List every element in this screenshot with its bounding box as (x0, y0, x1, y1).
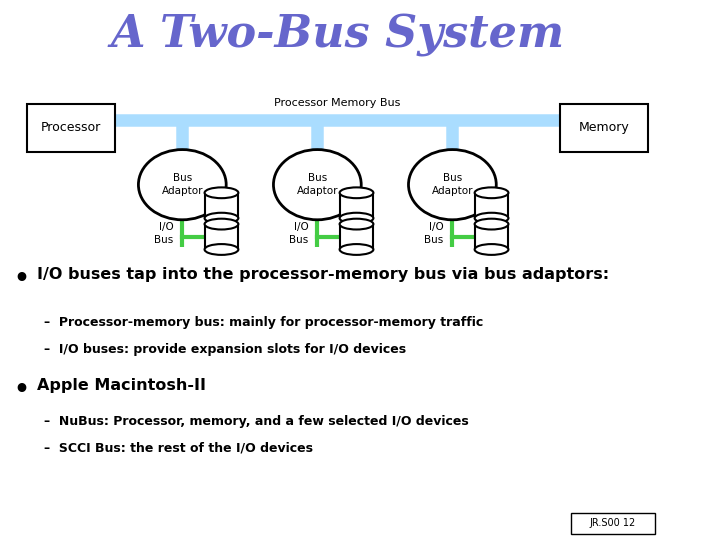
FancyBboxPatch shape (27, 104, 114, 152)
Circle shape (408, 150, 496, 220)
Ellipse shape (340, 244, 374, 255)
Text: Apple Macintosh-II: Apple Macintosh-II (37, 378, 206, 393)
Ellipse shape (474, 244, 508, 255)
FancyBboxPatch shape (570, 513, 655, 534)
Text: A Two-Bus System: A Two-Bus System (111, 14, 564, 57)
Ellipse shape (340, 219, 374, 230)
Ellipse shape (340, 187, 374, 198)
Text: •: • (14, 378, 30, 402)
Text: –  Processor-memory bus: mainly for processor-memory traffic: – Processor-memory bus: mainly for proce… (44, 316, 483, 329)
Circle shape (274, 150, 361, 220)
Text: JR.S00 12: JR.S00 12 (590, 518, 636, 528)
FancyBboxPatch shape (474, 193, 508, 218)
Text: Processor Memory Bus: Processor Memory Bus (274, 98, 401, 108)
Text: Processor: Processor (41, 122, 101, 134)
FancyBboxPatch shape (474, 224, 508, 249)
Ellipse shape (204, 219, 238, 230)
Text: I/O buses tap into the processor-memory bus via bus adaptors:: I/O buses tap into the processor-memory … (37, 267, 609, 282)
Text: I/O
Bus: I/O Bus (289, 222, 309, 245)
FancyBboxPatch shape (204, 224, 238, 249)
Text: Bus
Adaptor: Bus Adaptor (161, 173, 203, 196)
FancyBboxPatch shape (340, 193, 374, 218)
FancyBboxPatch shape (340, 224, 374, 249)
Text: –  NuBus: Processor, memory, and a few selected I/O devices: – NuBus: Processor, memory, and a few se… (44, 415, 469, 428)
Ellipse shape (340, 213, 374, 224)
Text: I/O
Bus: I/O Bus (424, 222, 444, 245)
Text: Bus
Adaptor: Bus Adaptor (431, 173, 473, 196)
FancyBboxPatch shape (204, 193, 238, 218)
Ellipse shape (204, 187, 238, 198)
Text: Bus
Adaptor: Bus Adaptor (297, 173, 338, 196)
Ellipse shape (474, 187, 508, 198)
FancyBboxPatch shape (560, 104, 648, 152)
Ellipse shape (474, 219, 508, 230)
Ellipse shape (204, 244, 238, 255)
Text: I/O
Bus: I/O Bus (154, 222, 174, 245)
Text: –  I/O buses: provide expansion slots for I/O devices: – I/O buses: provide expansion slots for… (44, 343, 406, 356)
Text: –  SCCI Bus: the rest of the I/O devices: – SCCI Bus: the rest of the I/O devices (44, 442, 313, 455)
Circle shape (138, 150, 226, 220)
Ellipse shape (204, 213, 238, 224)
Text: •: • (14, 267, 30, 291)
Text: Memory: Memory (579, 122, 630, 134)
Ellipse shape (474, 213, 508, 224)
